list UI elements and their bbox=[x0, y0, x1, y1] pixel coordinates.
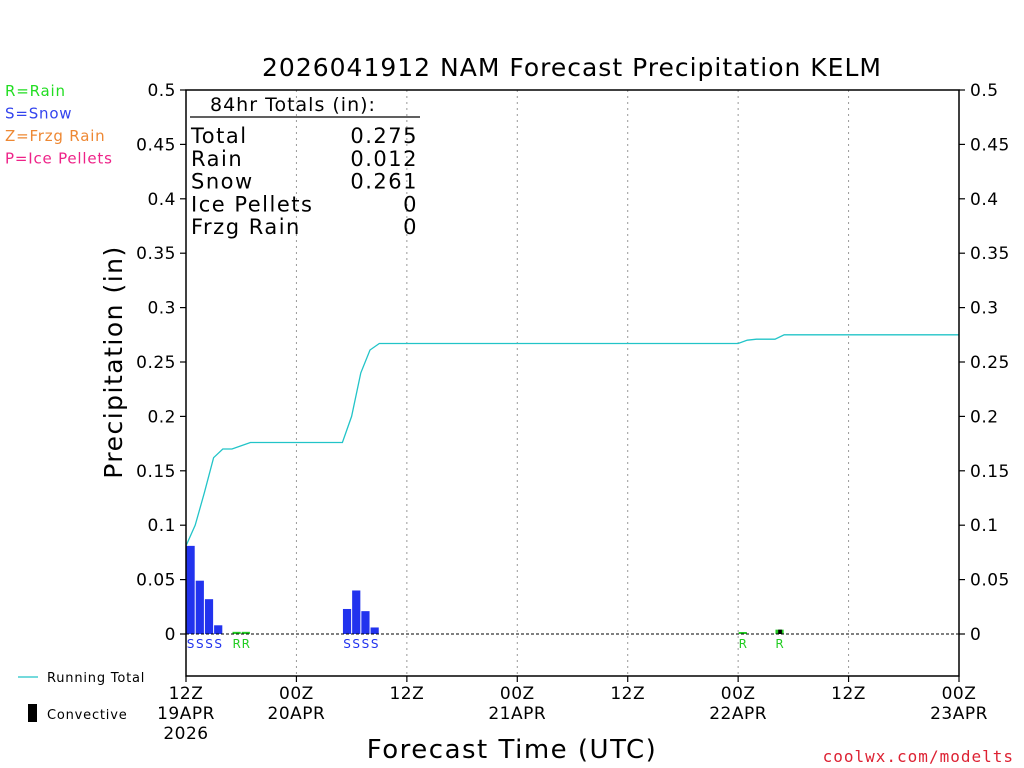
x-axis-label: Forecast Time (UTC) bbox=[367, 735, 658, 765]
totals-row-value: 0 bbox=[403, 192, 418, 216]
y-tick-label-right: 0.05 bbox=[970, 571, 1010, 591]
convective-bar bbox=[778, 629, 782, 634]
x-tick-date: 21APR bbox=[488, 704, 546, 724]
y-tick-label-left: 0.25 bbox=[136, 353, 176, 373]
legend-entry: S=Snow bbox=[5, 105, 72, 123]
precip-bar bbox=[342, 608, 352, 634]
y-tick-label-right: 0.2 bbox=[970, 407, 999, 427]
x-tick-label: 00Z bbox=[942, 684, 977, 704]
totals-row-label: Snow bbox=[191, 170, 254, 194]
y-tick-label-right: 0.45 bbox=[970, 135, 1010, 155]
totals-row-label: Rain bbox=[191, 147, 243, 171]
x-tick-date: 20APR bbox=[268, 704, 326, 724]
y-tick-label-right: 0.1 bbox=[970, 516, 999, 536]
precip-type-label: S bbox=[371, 637, 379, 651]
totals-row-value: 0.261 bbox=[350, 170, 418, 194]
y-tick-label-left: 0 bbox=[165, 625, 176, 645]
precip-type-label: R bbox=[775, 637, 783, 651]
plot-frame bbox=[185, 89, 960, 677]
y-tick-label-right: 0.25 bbox=[970, 353, 1010, 373]
precip-type-label: S bbox=[343, 637, 351, 651]
precip-bar bbox=[195, 580, 204, 634]
y-tick-label-left: 0.05 bbox=[136, 571, 176, 591]
y-axis-label: Precipitation (in) bbox=[99, 245, 128, 479]
precip-type-label: S bbox=[205, 637, 213, 651]
y-tick-label-left: 0.45 bbox=[136, 135, 176, 155]
y-tick-label-left: 0.15 bbox=[136, 462, 176, 482]
precip-type-label: S bbox=[214, 637, 222, 651]
x-tick-date: 22APR bbox=[709, 704, 767, 724]
precip-type-label: R bbox=[739, 637, 747, 651]
running-total-line bbox=[185, 334, 959, 547]
convective-legend-swatch bbox=[28, 704, 37, 722]
precip-bar bbox=[370, 627, 379, 634]
precip-bar bbox=[232, 631, 241, 634]
y-tick-label-right: 0.15 bbox=[970, 462, 1010, 482]
y-tick-label-left: 0.35 bbox=[136, 244, 176, 264]
running-total-legend: Running Total bbox=[18, 671, 145, 686]
totals-box: 84hr Totals (in): Total 0.275 Rain 0.012 Sno… bbox=[190, 94, 420, 239]
y-tick-label-right: 0 bbox=[970, 625, 981, 645]
precip-type-label: R bbox=[232, 637, 240, 651]
y-axis-right: 0.5 0.45 0.4 0.35 0.3 0.25 0.2 0.15 0.1 0.05 0 bbox=[959, 81, 1010, 645]
totals-row-label: Frzg Rain bbox=[191, 215, 301, 239]
precip-bar bbox=[204, 599, 214, 634]
precip-bar bbox=[214, 625, 223, 634]
x-tick-label: 00Z bbox=[500, 684, 535, 704]
y-tick-label-left: 0.4 bbox=[147, 190, 176, 210]
x-tick-label: 00Z bbox=[721, 684, 756, 704]
y-axis-left: 0.5 0.45 0.4 0.35 0.3 0.25 0.2 0.15 0.1 0.05 0 bbox=[136, 81, 186, 645]
precip-type-label: S bbox=[362, 637, 370, 651]
y-tick-label-right: 0.5 bbox=[970, 81, 999, 101]
precip-bars bbox=[186, 545, 784, 634]
totals-row-value: 0.012 bbox=[350, 147, 418, 171]
x-tick-label: 12Z bbox=[169, 684, 204, 704]
y-tick-label-left: 0.2 bbox=[147, 407, 176, 427]
grid-lines bbox=[295, 90, 850, 676]
convective-legend-label: Convective bbox=[47, 708, 128, 723]
x-tick-year: 2026 bbox=[163, 724, 208, 744]
totals-row-label: Ice Pellets bbox=[191, 192, 313, 216]
x-tick-label: 12Z bbox=[831, 684, 866, 704]
y-tick-label-left: 0.1 bbox=[147, 516, 176, 536]
precip-type-label: S bbox=[196, 637, 204, 651]
totals-rows: Total 0.275 Rain 0.012 Snow 0.261 Ice Pellets 0… bbox=[190, 124, 418, 239]
legend-entry: Z=Frzg Rain bbox=[5, 127, 105, 145]
precip-bar bbox=[241, 631, 250, 634]
precip-type-label: S bbox=[187, 637, 195, 651]
y-tick-label-right: 0.35 bbox=[970, 244, 1010, 264]
convective-legend: Convective bbox=[28, 704, 128, 723]
y-tick-label-right: 0.3 bbox=[970, 299, 999, 319]
x-tick-label: 12Z bbox=[389, 684, 424, 704]
running-total-legend-label: Running Total bbox=[47, 671, 145, 686]
precip-type-label: R bbox=[242, 637, 250, 651]
chart-title: 2026041912 NAM Forecast Precipitation KE… bbox=[262, 53, 882, 82]
y-tick-label-right: 0.4 bbox=[970, 190, 999, 210]
precip-bar bbox=[352, 590, 361, 634]
totals-row-value: 0.275 bbox=[350, 124, 418, 148]
x-tick-label: 12Z bbox=[610, 684, 645, 704]
y-tick-label-left: 0.3 bbox=[147, 299, 176, 319]
x-tick-date: 23APR bbox=[930, 704, 988, 724]
precip-bar bbox=[738, 632, 747, 634]
x-tick-label: 00Z bbox=[279, 684, 314, 704]
legend-entry: P=Ice Pellets bbox=[5, 150, 113, 168]
precip-type-label: S bbox=[352, 637, 360, 651]
legend-entry: R=Rain bbox=[5, 82, 66, 100]
source-credit: coolwx.com/modelts bbox=[823, 747, 1014, 766]
totals-row-value: 0 bbox=[403, 215, 418, 239]
precip-type-legend: R=Rain S=Snow Z=Frzg Rain P=Ice Pellets bbox=[5, 82, 113, 168]
precip-bar bbox=[361, 611, 370, 634]
totals-header: 84hr Totals (in): bbox=[210, 94, 376, 116]
y-tick-label-left: 0.5 bbox=[147, 81, 176, 101]
precip-bar bbox=[186, 545, 195, 634]
totals-row-label: Total bbox=[190, 124, 248, 148]
x-tick-date: 19APR bbox=[157, 704, 215, 724]
